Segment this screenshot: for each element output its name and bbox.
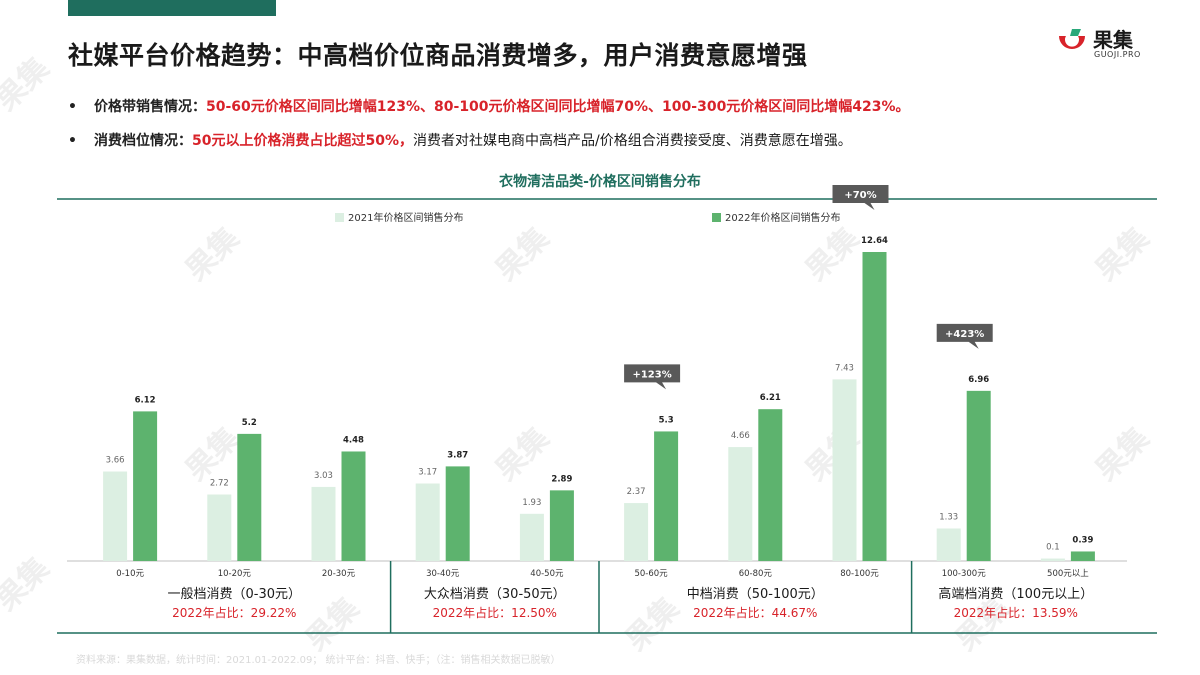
bar-2021	[624, 503, 649, 561]
bullet-price-band: • 价格带销售情况：50-60元价格区间同比增幅123%、80-100元价格区间同…	[68, 96, 910, 116]
bar-2022	[445, 466, 470, 561]
legend-label: 2022年价格区间销售分布	[725, 211, 840, 224]
bullet-dot: •	[68, 99, 77, 115]
growth-callout: +423%	[936, 323, 993, 349]
bullet-label: 价格带销售情况：	[94, 99, 206, 115]
x-tick-label: 60-80元	[739, 569, 773, 579]
data-label: 3.03	[314, 471, 333, 481]
data-label: 2.72	[210, 479, 229, 489]
bar-2022	[966, 390, 991, 561]
x-tick-label: 500元以上	[1047, 569, 1089, 579]
x-tick-label: 10-20元	[218, 569, 252, 579]
data-label: 4.48	[343, 435, 364, 445]
bar-2021	[832, 379, 857, 561]
callout-box	[936, 323, 993, 349]
bullet-label: 消费档位情况：	[94, 133, 192, 149]
x-tick-label: 0-10元	[116, 569, 144, 579]
group-label: 高端档消费（100元以上）	[938, 586, 1093, 602]
x-tick-label: 20-30元	[322, 569, 356, 579]
legend-swatch	[335, 213, 344, 222]
bullet-highlight: 50-60元价格区间同比增幅123%、80-100元价格区间同比增幅70%、10…	[206, 99, 910, 115]
callout-text: +70%	[844, 190, 876, 201]
bar-2022	[341, 451, 366, 561]
group-label: 一般档消费（0-30元）	[168, 586, 302, 602]
logo-name: 果集	[1093, 28, 1133, 52]
bar-2022	[549, 490, 574, 561]
group-share: 2022年占比：13.59%	[954, 605, 1078, 620]
x-tick-label: 80-100元	[840, 569, 879, 579]
x-tick-label: 40-50元	[530, 569, 564, 579]
data-label: 7.43	[835, 363, 854, 373]
brand-logo: 果集 GUOJI.PRO	[1055, 22, 1175, 66]
data-label: 3.17	[418, 468, 437, 478]
bar-2022	[862, 252, 887, 561]
x-tick-label: 30-40元	[426, 569, 460, 579]
group-share: 2022年占比：12.50%	[433, 605, 557, 620]
chart-title: 衣物清洁品类-价格区间销售分布	[499, 174, 701, 190]
bar-2021	[936, 528, 961, 561]
bar-2021	[728, 447, 753, 561]
bar-2022	[1070, 551, 1095, 561]
data-label: 12.64	[861, 236, 888, 246]
callout-box	[832, 185, 889, 210]
legend-label: 2021年价格区间销售分布	[348, 211, 463, 224]
callout-text: +123%	[632, 369, 671, 380]
bullet-highlight: 50元以上价格消费占比超过50%，	[192, 133, 413, 149]
data-label: 4.66	[731, 431, 750, 441]
group-share: 2022年占比：44.67%	[693, 605, 817, 620]
group-label: 大众档消费（30-50元）	[424, 587, 566, 602]
bar-2021	[1040, 558, 1065, 561]
data-label: 0.39	[1072, 535, 1093, 545]
bar-2022	[758, 409, 783, 561]
x-tick-label: 50-60元	[634, 569, 668, 579]
data-label: 6.21	[760, 393, 781, 403]
data-label: 6.12	[135, 395, 156, 405]
bar-2021	[519, 513, 544, 561]
data-label: 5.2	[242, 418, 257, 428]
data-label: 6.96	[968, 375, 989, 385]
callout-box	[624, 364, 681, 390]
bar-2021	[415, 483, 440, 561]
callout-text: +423%	[945, 329, 984, 340]
x-tick-label: 100-300元	[942, 569, 987, 579]
data-label: 3.66	[106, 456, 125, 466]
data-label: 2.89	[551, 474, 572, 484]
data-label: 1.93	[522, 498, 541, 508]
data-label: 5.3	[659, 415, 674, 425]
page-title: 社媒平台价格趋势：中高档价位商品消费增多，用户消费意愿增强	[68, 41, 808, 70]
bar-2021	[311, 486, 336, 561]
data-label: 3.87	[447, 450, 468, 460]
bullet-text: 消费者对社媒电商中高档产品/价格组合消费接受度、消费意愿在增强。	[413, 133, 852, 149]
bar-2022	[133, 411, 158, 561]
group-label: 中档消费（50-100元）	[687, 587, 824, 602]
source-footnote: 资料来源：果集数据，统计时间：2021.01-2022.09； 统计平台：抖音、…	[76, 655, 561, 666]
bar-2021	[207, 494, 232, 561]
bar-2022	[237, 433, 262, 561]
group-share: 2022年占比：29.22%	[172, 605, 296, 620]
bar-2021	[103, 471, 128, 561]
data-label: 1.33	[939, 512, 958, 522]
logo-subtitle: GUOJI.PRO	[1094, 50, 1141, 59]
bar-2022	[654, 431, 679, 561]
bullet-dot: •	[68, 133, 77, 149]
header-accent-bar	[68, 0, 276, 16]
growth-callout: +70%	[832, 185, 889, 210]
bullet-consumption-tier: • 消费档位情况：50元以上价格消费占比超过50%，消费者对社媒电商中高档产品/价…	[68, 130, 852, 150]
legend-swatch	[712, 213, 721, 222]
guoji-logo-icon	[1059, 29, 1085, 49]
growth-callout: +123%	[624, 364, 681, 390]
data-label: 2.37	[627, 487, 646, 497]
data-label: 0.1	[1046, 543, 1060, 553]
